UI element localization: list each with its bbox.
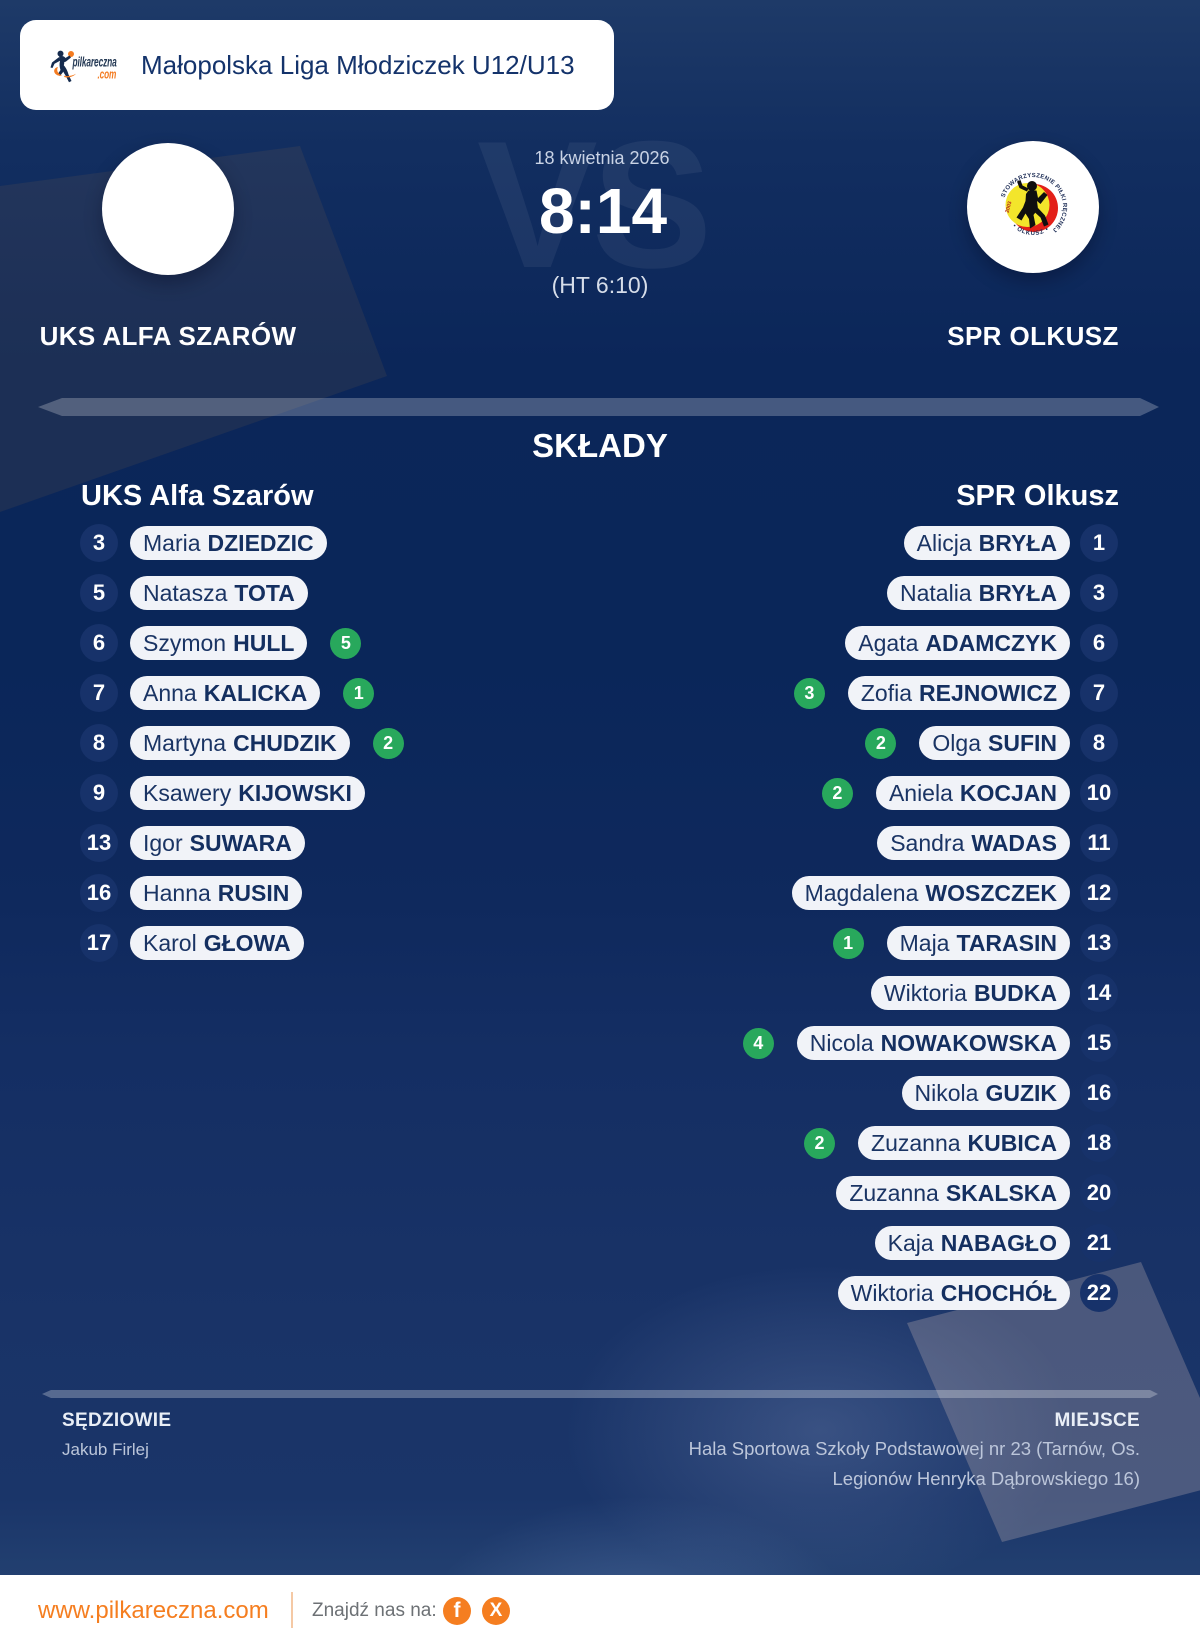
svg-text:2003: 2003	[1005, 201, 1014, 214]
svg-text:pilkareczna: pilkareczna	[72, 56, 117, 70]
svg-text:.com: .com	[98, 68, 117, 82]
